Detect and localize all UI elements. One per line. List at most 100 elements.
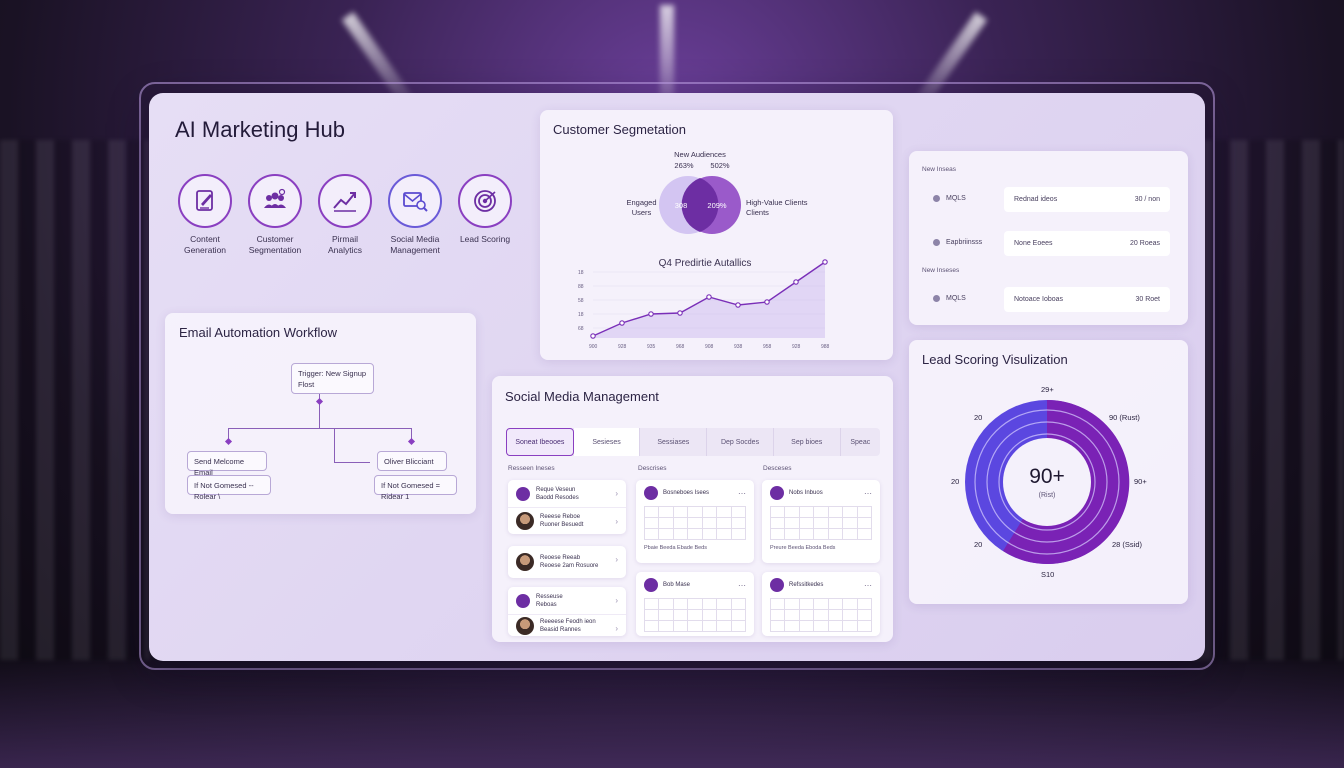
lead-label-top-left: 20 [974, 413, 983, 422]
x-tick-label: 958 [763, 344, 772, 350]
x-tick-label: 935 [647, 344, 656, 350]
tab-6[interactable]: Speac [850, 438, 871, 446]
data-point[interactable] [822, 259, 828, 265]
hub-item-social[interactable]: Social Media Management [375, 174, 455, 256]
more-icon[interactable]: ⋯ [738, 488, 746, 498]
chart-title: Q4 Predirtie Autallics [658, 258, 752, 269]
hub-label: Social Media Management [390, 234, 440, 255]
calendar-grid [770, 598, 872, 632]
tab-4[interactable]: Dep Socdes [707, 428, 774, 456]
lead-label-top: 29+ [1041, 385, 1054, 394]
tab-5[interactable]: Sep bioes [774, 428, 841, 456]
segment-row-label: MQLS [933, 195, 966, 202]
avatar [516, 553, 534, 571]
x-tick-label: 968 [676, 344, 685, 350]
lead-scoring-title: Lead Scoring Visulization [922, 352, 1068, 367]
hub-label: Content Generation [183, 234, 227, 255]
segment-header-a: New Inseas [922, 166, 956, 173]
brand-icon [770, 486, 784, 500]
segment-row-pill[interactable]: Notoace Ioboas 30 Roet [1004, 287, 1170, 312]
data-point[interactable] [590, 333, 596, 339]
x-tick-label: 938 [734, 344, 743, 350]
segment-row-label: MQLS [933, 295, 966, 302]
y-tick-label: 68 [578, 326, 584, 332]
segment-row-pill[interactable]: Rednad ideos 30 / non [1004, 187, 1170, 212]
more-icon[interactable]: ⋯ [738, 580, 746, 590]
chevron-right-icon: › [615, 555, 618, 564]
right-action-node[interactable]: Oliver Blicciant [377, 451, 447, 471]
avatar [516, 616, 534, 635]
post-text: Reeese Reboe Ruoner Besuedt [540, 514, 584, 528]
tab-3[interactable]: Sessiases [640, 428, 708, 456]
dot-icon [933, 195, 940, 202]
dot-icon [933, 295, 940, 302]
segmentation-card [540, 110, 893, 360]
lead-label-bottom: S10 [1041, 570, 1055, 579]
y-tick-label: 58 [578, 298, 584, 304]
data-point[interactable] [648, 311, 654, 317]
lead-label-bottom-right: 28 (Ssid) [1112, 540, 1143, 549]
send-welcome-node[interactable]: Send Melcome Email [187, 451, 267, 477]
more-icon[interactable]: ⋯ [864, 488, 872, 498]
target-icon [474, 190, 496, 212]
data-point[interactable] [706, 294, 712, 300]
calendar-footer: Pbaie Beeda Ebade Beds [644, 545, 707, 551]
calendar-footer: Preure Beeda Eboda Beds [770, 545, 836, 551]
post-card[interactable]: Reoese Reeab Reoese 2am Rosuore › [508, 546, 626, 578]
post-card[interactable]: Resseuse Reboas › Reeeese Feodh ieon Beas… [508, 587, 626, 636]
x-tick-label: 900 [589, 344, 598, 350]
y-tick-label: 88 [578, 284, 584, 290]
tab-2[interactable]: Sesieses [573, 428, 641, 456]
engaged-users-label: Engaged Users [626, 198, 657, 217]
new-audiences-label: New Audiences [674, 150, 726, 159]
lead-score-sub: (Rist) [1038, 492, 1056, 499]
post-card[interactable]: Reque Veseun Baodd Resodes › Reeese Reboe… [508, 480, 626, 534]
data-point[interactable] [619, 320, 625, 326]
data-point[interactable] [735, 302, 741, 308]
column-head: Descrises [638, 465, 667, 472]
brand-icon [516, 486, 530, 501]
hub-item-content[interactable]: Content Generation [165, 174, 245, 256]
column-head: Resseen Ineses [508, 465, 555, 472]
right-condition-node[interactable]: If Not Gomesed = Ridear 1 [374, 475, 457, 501]
segment-row-pill[interactable]: None Eoees 20 Roeas [1004, 231, 1170, 256]
hub-item-lead-scoring[interactable]: Lead Scoring [445, 174, 525, 245]
brand-icon [516, 593, 530, 608]
hub-item-segmentation[interactable]: Customer Segmentation [235, 174, 315, 256]
segmentation-title: Customer Segmetation [553, 122, 686, 137]
calendar-card[interactable]: Refssitkedes ⋯ [762, 572, 880, 636]
lead-label-left: 20 [951, 477, 960, 486]
trigger-node[interactable]: Trigger: New Signup Flost [291, 363, 374, 394]
pct-a: 263% [674, 161, 694, 170]
data-point[interactable] [677, 310, 683, 316]
hub-item-analytics[interactable]: Pirmail Analytics [305, 174, 385, 256]
tab-1[interactable]: Soneat Ibeooes [506, 428, 574, 456]
data-point[interactable] [764, 299, 770, 305]
calendar-grid [644, 506, 746, 540]
lead-label-bottom-left: 20 [974, 540, 983, 549]
chart-area [593, 262, 825, 338]
x-tick-label: 988 [821, 344, 830, 350]
x-tick-label: 928 [618, 344, 627, 350]
high-value-label: High-Value Clients Clients [746, 198, 808, 217]
mail-icon [403, 192, 428, 212]
lead-donut [965, 399, 1130, 564]
post-text: Reque Veseun Baodd Resodes [536, 486, 579, 501]
social-tabs: Soneat Ibeooes Sesieses Sessiases Dep So… [506, 428, 880, 456]
calendar-grid [644, 598, 746, 632]
brand-icon [644, 486, 658, 500]
data-point[interactable] [793, 279, 799, 285]
post-text: Resseuse Reboas [536, 593, 563, 608]
left-condition-node[interactable]: If Not Gomesed -- Rolear \ [187, 475, 271, 501]
post-text: Reoese Reeab Reoese 2am Rosuore [540, 555, 599, 569]
calendar-card[interactable]: Nobs Inbuos ⋯ Preure Beeda Eboda Beds [762, 480, 880, 563]
hub-label: Lead Scoring [459, 234, 511, 244]
more-icon[interactable]: ⋯ [864, 580, 872, 590]
lead-label-right: 90+ [1134, 477, 1147, 486]
social-title: Social Media Management [505, 389, 659, 404]
brand-icon [770, 578, 784, 592]
analytics-icon [333, 192, 356, 212]
calendar-card[interactable]: Bosneboes Isees ⋯ Pbaie Beeda Ebade Beds [636, 480, 754, 563]
chevron-right-icon: › [615, 489, 618, 498]
calendar-card[interactable]: Bob Mase ⋯ [636, 572, 754, 636]
